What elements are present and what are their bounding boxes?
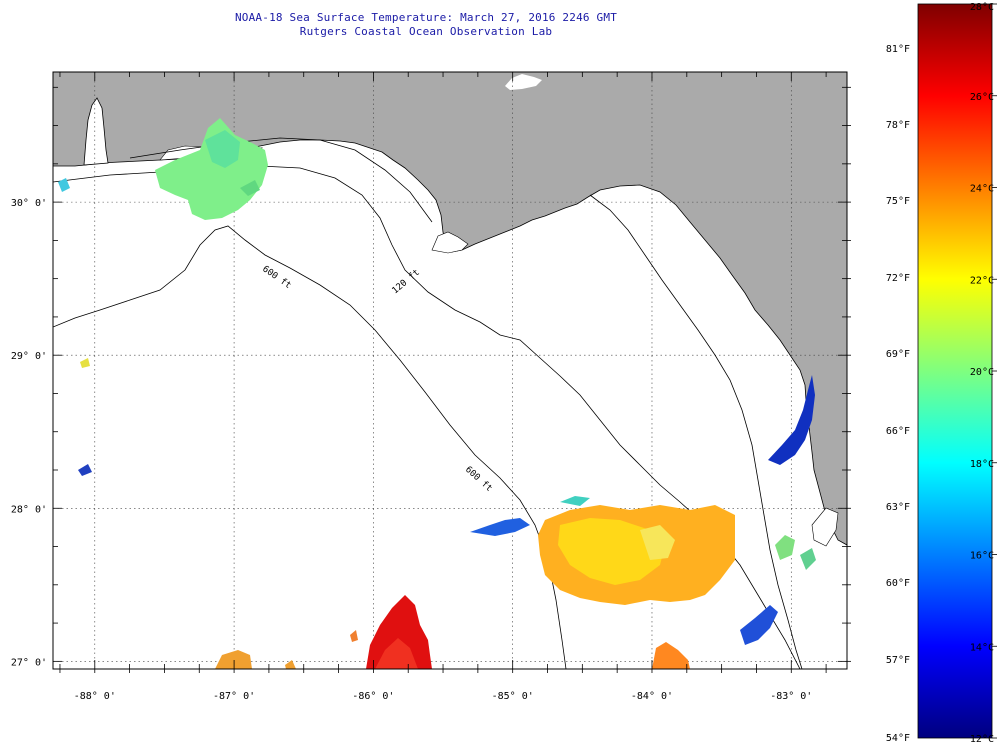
sst-patch-east-blue — [768, 375, 815, 465]
apalachicola-bay — [431, 231, 469, 254]
colorbar-fahrenheit-label: 60°F — [886, 578, 910, 589]
colorbar-labels: 28°C 26°C 24°C 22°C 20°C 18°C 16°C 14°C 12°C 81°F… — [886, 2, 997, 745]
colorbar-celsius-label: 28°C — [970, 2, 994, 13]
colorbar-fahrenheit-label: 57°F — [886, 655, 910, 666]
sst-patch-south-yellow — [558, 518, 665, 585]
lon-tick-label: -84° 0' — [631, 691, 673, 702]
map-frame — [52, 71, 848, 670]
inland-lake — [505, 74, 542, 90]
contour-shelf-edge — [589, 194, 803, 669]
colorbar-fahrenheit-label: 81°F — [886, 44, 910, 55]
colorbar-fahrenheit-label: 63°F — [886, 502, 910, 513]
sst-patch-east-blue-south — [740, 605, 778, 645]
colorbar-fahrenheit-label: 78°F — [886, 120, 910, 131]
colorbar-celsius-label: 22°C — [970, 275, 994, 286]
contour-coastal — [129, 137, 433, 223]
sst-patch-south-red-edge — [375, 638, 418, 669]
colorbar-fahrenheit-label: 72°F — [886, 273, 910, 284]
contour-600ft — [53, 225, 567, 669]
colorbar-celsius-label: 26°C — [970, 92, 994, 103]
lat-tick-label: 27° 0' — [11, 657, 47, 668]
colorbar-celsius-label: 18°C — [970, 459, 994, 470]
sst-patch-small-orange-2 — [350, 630, 358, 642]
map-axis-ticks — [53, 72, 851, 673]
map-grid — [53, 72, 847, 669]
sst-patch-tampa-green — [800, 548, 816, 570]
lon-tick-label: -83° 0' — [770, 691, 812, 702]
colorbar — [917, 3, 993, 739]
sst-patch-west-cyan — [58, 178, 70, 192]
colorbar-fahrenheit-label: 69°F — [886, 349, 910, 360]
sst-patch-south-red — [366, 595, 432, 669]
sst-patch-small-green — [240, 180, 260, 196]
colorbar-celsius-label: 20°C — [970, 367, 994, 378]
lon-tick-label: -85° 0' — [492, 691, 534, 702]
sst-patch-edge-blue — [470, 518, 530, 536]
map-title: NOAA-18 Sea Surface Temperature: March 2… — [234, 11, 618, 24]
sst-patch-southeast-orange — [652, 642, 690, 669]
colorbar-fahrenheit-label: 54°F — [886, 733, 910, 744]
sst-patch-small-orange-1 — [285, 660, 296, 669]
colorbar-fahrenheit-label: 66°F — [886, 426, 910, 437]
colorbar-celsius-label: 14°C — [970, 642, 994, 653]
sst-patch-northwest-inner — [205, 130, 240, 168]
lat-tick-label: 28° 0' — [11, 504, 47, 515]
colorbar-celsius-label: 16°C — [970, 551, 994, 562]
mobile-bay — [83, 97, 109, 166]
colorbar-celsius-label: 24°C — [970, 184, 994, 195]
sst-patch-west-blue — [78, 464, 92, 476]
lat-tick-label: 30° 0' — [11, 198, 47, 209]
sst-patch-edge-cyan — [560, 496, 590, 506]
sst-patch-west-yellow — [80, 358, 90, 368]
map-subtitle: Rutgers Coastal Ocean Observation Lab — [299, 25, 553, 38]
map-axis-labels: -88° 0' -87° 0' -86° 0' -85° 0' -84° 0' -83° … — [11, 198, 812, 702]
colorbar-fahrenheit-label: 75°F — [886, 196, 910, 207]
lon-tick-label: -87° 0' — [213, 691, 255, 702]
lon-tick-label: -88° 0' — [74, 691, 116, 702]
sst-patch-east-green — [775, 535, 795, 560]
tampa-bay — [811, 507, 839, 547]
lon-tick-label: -86° 0' — [352, 691, 394, 702]
colorbar-celsius-label: 12°C — [970, 734, 994, 745]
sst-patch-south-light — [640, 525, 675, 560]
lat-tick-label: 29° 0' — [11, 351, 47, 362]
sst-patch-southwest-orange — [215, 650, 252, 669]
